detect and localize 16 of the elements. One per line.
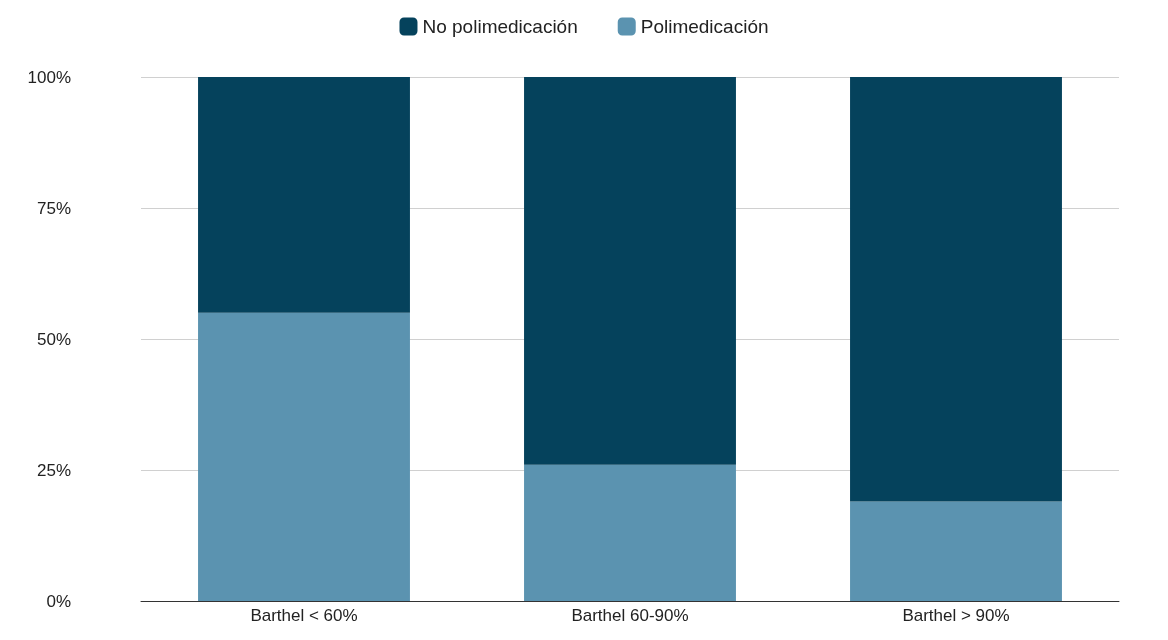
legend-label: Polimedicación	[640, 16, 769, 37]
bar	[850, 77, 1062, 502]
bar	[524, 77, 736, 465]
x-tick-label: Barthel < 60%	[250, 606, 358, 625]
y-tick-label: 100%	[27, 67, 71, 87]
y-tick-label: 75%	[36, 198, 71, 218]
y-tick-label: 25%	[36, 460, 71, 480]
y-tick-label: 0%	[46, 591, 71, 611]
x-tick-label: Barthel > 90%	[902, 606, 1010, 625]
bar	[198, 77, 410, 313]
x-tick-label: Barthel 60-90%	[571, 606, 689, 625]
legend-label: No polimedicación	[422, 16, 578, 37]
bar	[524, 464, 736, 601]
y-tick-label: 50%	[36, 329, 71, 349]
bar	[198, 312, 410, 601]
bar	[850, 501, 1062, 601]
